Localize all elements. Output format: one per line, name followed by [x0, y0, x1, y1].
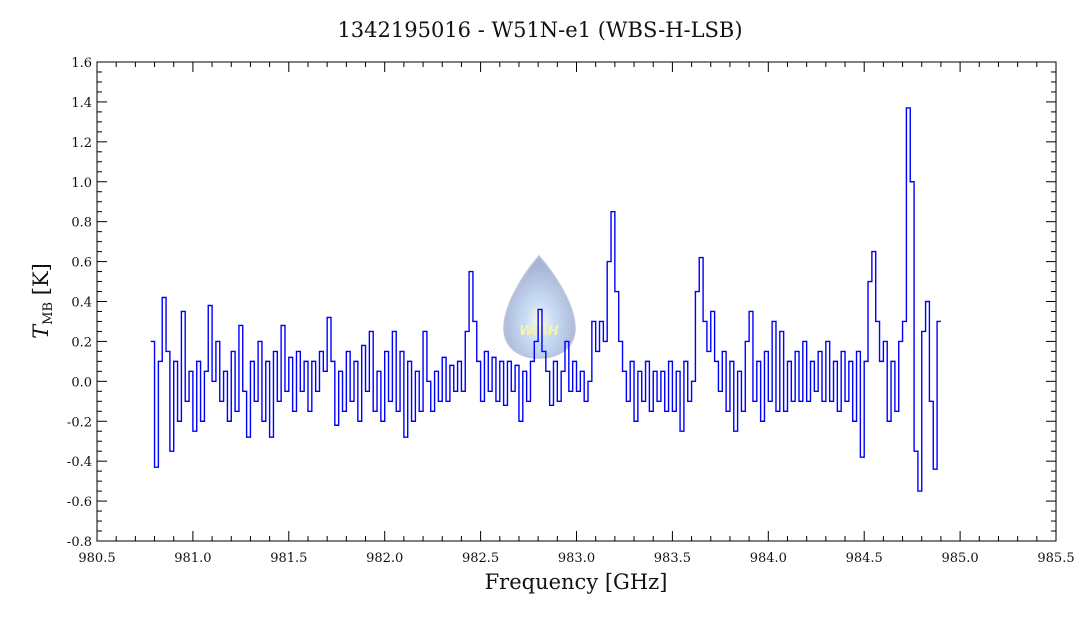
x-tick-label: 984.5	[846, 551, 883, 566]
y-tick-label: 0.2	[71, 335, 92, 350]
wish-logo: WISH ✶	[503, 254, 576, 359]
y-tick-label: 1.0	[71, 176, 92, 191]
y-tick-label: 0.8	[71, 216, 92, 231]
spectrum-line	[150, 107, 941, 492]
y-tick-label: -0.2	[67, 415, 92, 430]
y-tick-label: 0.0	[71, 375, 92, 390]
chart-title: 1342195016 - W51N-e1 (WBS-H-LSB)	[337, 18, 743, 42]
y-tick-label: -0.6	[67, 495, 92, 510]
y-tick-label: 1.4	[71, 96, 92, 111]
y-tick-label: 1.2	[71, 136, 92, 151]
y-tick-label: -0.8	[67, 535, 92, 550]
y-axis-label: TMB [K]	[29, 263, 56, 339]
svg-text:TMB [K]: TMB [K]	[29, 263, 56, 339]
y-tick-label: 0.4	[71, 296, 92, 311]
x-tick-label: 983.0	[558, 551, 595, 566]
x-tick-label: 982.5	[462, 551, 499, 566]
x-tick-label: 980.5	[78, 551, 115, 566]
y-tick-label: 0.6	[71, 256, 92, 271]
plot-frame	[96, 61, 1057, 542]
x-tick-label: 982.0	[366, 551, 403, 566]
x-tick-label: 981.5	[270, 551, 307, 566]
x-tick-label: 985.5	[1037, 551, 1074, 566]
x-axis-label: Frequency [GHz]	[485, 570, 668, 594]
x-tick-label: 984.0	[750, 551, 787, 566]
y-tick-label: 1.6	[71, 56, 92, 71]
y-tick-label: -0.4	[67, 455, 92, 470]
x-tick-label: 985.0	[941, 551, 978, 566]
svg-text:WISH: WISH	[519, 324, 559, 339]
svg-text:✶: ✶	[532, 303, 545, 322]
x-tick-label: 983.5	[654, 551, 691, 566]
x-tick-label: 981.0	[174, 551, 211, 566]
